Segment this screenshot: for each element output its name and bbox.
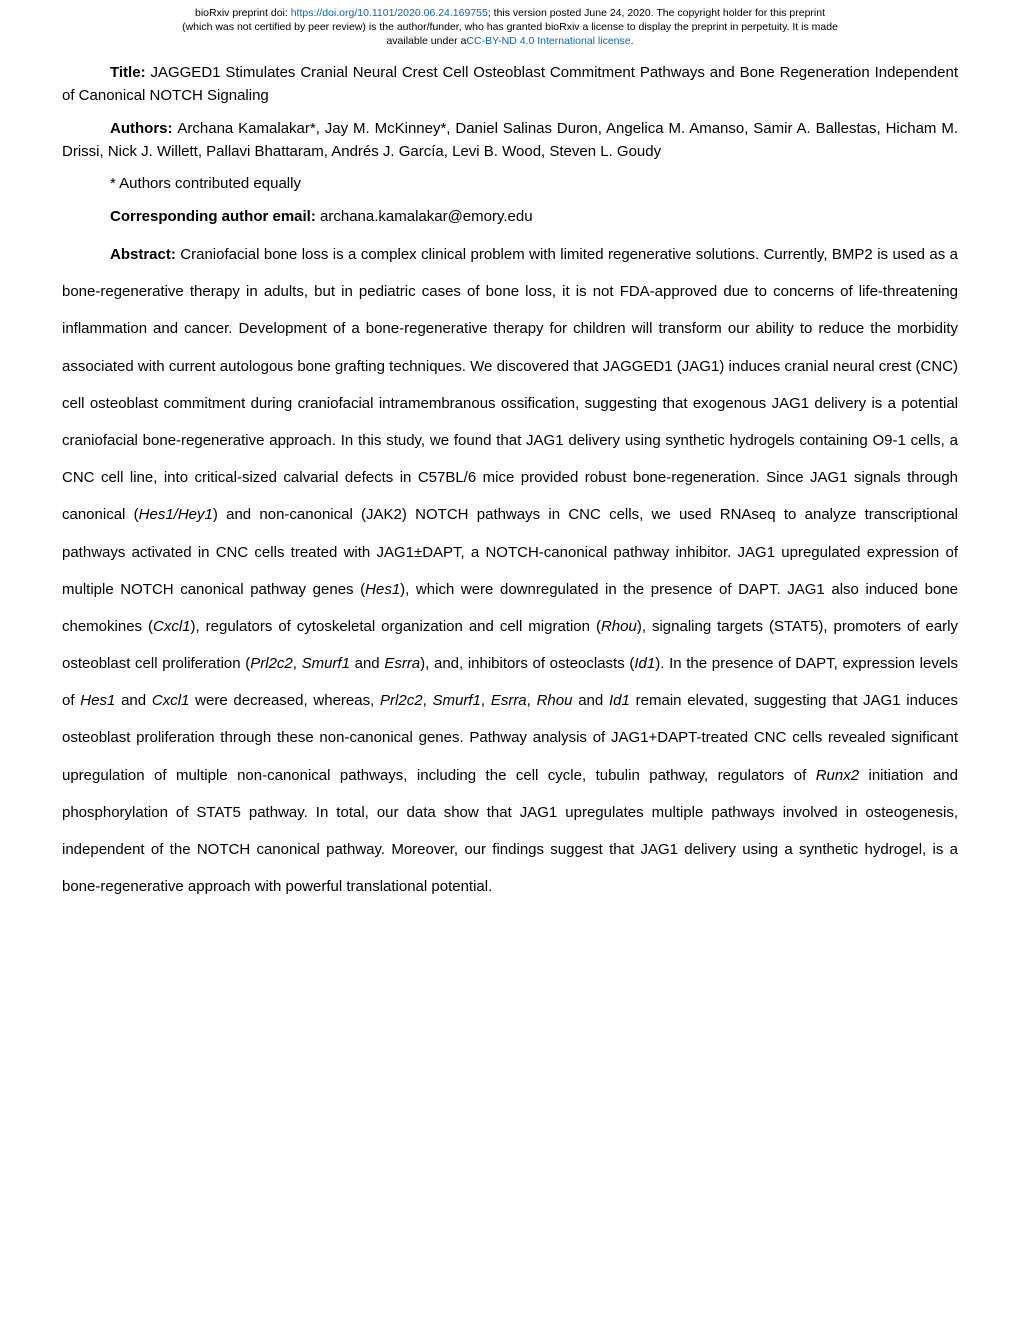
abstract-s4: ), regulators of cytoskeletal organizati… bbox=[191, 618, 601, 635]
abstract-s12: , bbox=[423, 692, 433, 709]
preprint-header: bioRxiv preprint doi: https://doi.org/10… bbox=[0, 0, 1020, 57]
gene-smurf1: Smurf1 bbox=[302, 655, 350, 672]
gene-id1: Id1 bbox=[634, 655, 655, 672]
page-content: Title: JAGGED1 Stimulates Cranial Neural… bbox=[0, 57, 1020, 926]
corresponding-email: archana.kamalakar@emory.edu bbox=[320, 208, 533, 225]
authors-label: Authors: bbox=[110, 120, 177, 137]
header-line3-post: . bbox=[631, 35, 634, 47]
gene-id1-b: Id1 bbox=[609, 692, 630, 709]
gene-cxcl1-b: Cxcl1 bbox=[152, 692, 190, 709]
abstract-s13: , bbox=[481, 692, 491, 709]
gene-hes1-b: Hes1 bbox=[80, 692, 115, 709]
gene-esrra-b: Esrra bbox=[491, 692, 527, 709]
gene-prl2c2-b: Prl2c2 bbox=[380, 692, 423, 709]
header-line1-pre: bioRxiv preprint doi: bbox=[195, 7, 291, 19]
gene-hes1: Hes1 bbox=[365, 581, 400, 598]
abstract-s17: initiation and phosphorylation of STAT5 … bbox=[62, 767, 958, 896]
abstract-s10: and bbox=[115, 692, 152, 709]
authors-text: Archana Kamalakar*, Jay M. McKinney*, Da… bbox=[62, 120, 958, 160]
gene-runx2: Runx2 bbox=[816, 767, 859, 784]
title-text: JAGGED1 Stimulates Cranial Neural Crest … bbox=[62, 64, 958, 104]
doi-link[interactable]: https://doi.org/10.1101/2020.06.24.16975… bbox=[291, 7, 488, 19]
equal-contribution-note: * Authors contributed equally bbox=[62, 172, 958, 195]
corresponding-label: Corresponding author email: bbox=[110, 208, 320, 225]
abstract-s1: Craniofacial bone loss is a complex clin… bbox=[62, 246, 958, 523]
license-link[interactable]: CC-BY-ND 4.0 International license bbox=[466, 35, 630, 47]
gene-rhou: Rhou bbox=[601, 618, 637, 635]
gene-smurf1-b: Smurf1 bbox=[433, 692, 481, 709]
abstract-s6: , bbox=[293, 655, 302, 672]
gene-rhou-b: Rhou bbox=[537, 692, 573, 709]
gene-esrra: Esrra bbox=[384, 655, 420, 672]
authors-paragraph: Authors: Archana Kamalakar*, Jay M. McKi… bbox=[62, 117, 958, 164]
gene-prl2c2: Prl2c2 bbox=[250, 655, 293, 672]
abstract-s11: were decreased, whereas, bbox=[189, 692, 380, 709]
header-line1-post: ; this version posted June 24, 2020. The… bbox=[488, 7, 825, 19]
abstract-label: Abstract: bbox=[110, 246, 180, 263]
abstract-paragraph: Abstract: Craniofacial bone loss is a co… bbox=[62, 236, 958, 905]
gene-hes1hey1: Hes1/Hey1 bbox=[139, 506, 213, 523]
title-paragraph: Title: JAGGED1 Stimulates Cranial Neural… bbox=[62, 61, 958, 108]
title-label: Title: bbox=[110, 64, 150, 81]
corresponding-paragraph: Corresponding author email: archana.kama… bbox=[62, 205, 958, 228]
abstract-s7: and bbox=[350, 655, 384, 672]
abstract-s15: and bbox=[572, 692, 609, 709]
abstract-s8: ), and, inhibitors of osteoclasts ( bbox=[420, 655, 634, 672]
header-line3-pre: available under a bbox=[386, 35, 466, 47]
abstract-s14: , bbox=[527, 692, 537, 709]
gene-cxcl1: Cxcl1 bbox=[153, 618, 191, 635]
header-line2: (which was not certified by peer review)… bbox=[182, 21, 838, 33]
